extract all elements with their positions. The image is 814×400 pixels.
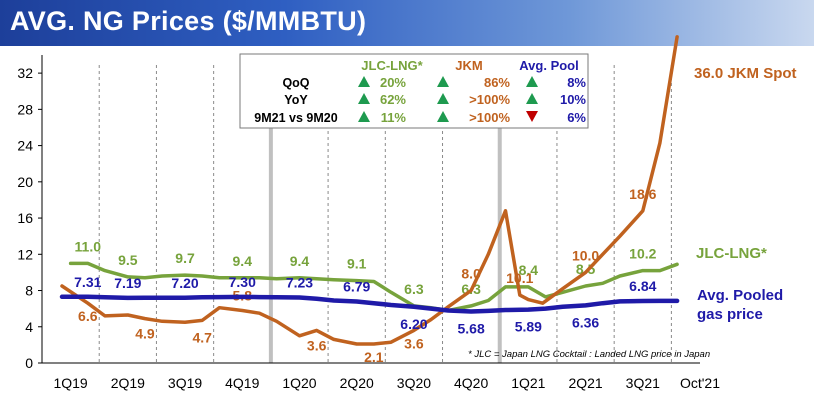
data-label-jkm: 4.7 [192, 329, 212, 345]
page-title: AVG. NG Prices ($/MMBTU) [10, 6, 367, 36]
x-tick-label: 3Q19 [168, 375, 202, 391]
y-tick-label: 4 [25, 319, 33, 335]
data-label-jlc: 11.0 [75, 238, 102, 254]
up-arrow-icon [526, 76, 538, 87]
data-label-jkm: 18.6 [629, 186, 656, 202]
table-row-label: 9M21 vs 9M20 [254, 111, 337, 125]
data-label-jkm: 6.6 [78, 308, 98, 324]
data-label-pool: 6.36 [572, 314, 599, 330]
y-tick-label: 20 [17, 174, 33, 190]
pool-end-label: Avg. Pooled [697, 287, 783, 304]
up-arrow-icon [437, 93, 449, 104]
y-tick-label: 24 [17, 138, 33, 154]
data-label-pool: 7.20 [171, 275, 198, 291]
data-label-pool: 7.19 [114, 275, 141, 291]
x-tick-label: 1Q19 [53, 375, 87, 391]
data-label-jlc: 9.4 [233, 253, 253, 269]
y-tick-label: 12 [17, 246, 33, 262]
data-label-jkm: 3.6 [307, 337, 327, 353]
up-arrow-icon [437, 76, 449, 87]
data-label-jlc: 9.7 [175, 250, 195, 266]
x-tick-label: 2Q19 [111, 375, 145, 391]
x-tick-label: 1Q21 [511, 375, 545, 391]
data-label-jkm: 8.0 [461, 266, 481, 282]
y-tick-label: 8 [25, 283, 33, 299]
data-label-jkm: 2.1 [364, 349, 384, 365]
x-tick-label: 3Q20 [397, 375, 431, 391]
data-label-pool: 5.89 [515, 319, 542, 335]
data-label-jkm: 10.0 [572, 247, 599, 263]
title-banner: AVG. NG Prices ($/MMBTU) [0, 0, 814, 46]
up-arrow-icon [437, 111, 449, 122]
table-value-pool: 10% [560, 92, 586, 107]
data-label-jlc: 9.1 [347, 256, 367, 272]
down-arrow-icon [526, 111, 538, 122]
data-label-jlc: 9.4 [290, 253, 310, 269]
data-label-jlc: 6.3 [404, 281, 424, 297]
data-label-jkm: 4.9 [135, 326, 155, 342]
jkm-end-label: 36.0 JKM Spot [694, 65, 797, 82]
pool-end-label: gas price [697, 306, 763, 323]
table-value-jkm: 86% [484, 75, 510, 90]
up-arrow-icon [358, 93, 370, 104]
x-tick-label: Oct'21 [680, 375, 720, 391]
series-line-jkm [60, 35, 679, 346]
x-tick-label: 3Q21 [626, 375, 660, 391]
data-label-pool: 6.20 [400, 316, 427, 332]
table-row-label: YoY [284, 93, 308, 107]
table-header: Avg. Pool [519, 58, 578, 73]
table-value-jkm: >100% [469, 92, 510, 107]
table-value-jlc: 11% [381, 110, 407, 125]
up-arrow-icon [358, 111, 370, 122]
x-tick-label: 2Q20 [340, 375, 374, 391]
y-tick-label: 32 [17, 65, 33, 81]
data-label-pool: 7.31 [74, 274, 101, 290]
data-label-pool: 5.68 [458, 321, 485, 337]
table-value-pool: 8% [567, 75, 586, 90]
up-arrow-icon [358, 76, 370, 87]
y-tick-label: 0 [25, 355, 33, 371]
data-label-pool: 7.30 [229, 274, 256, 290]
jlc-end-label: JLC-LNG* [696, 245, 767, 262]
data-label-jkm: 10.1 [506, 270, 533, 286]
y-tick-label: 28 [17, 101, 33, 117]
table-header: JKM [455, 58, 482, 73]
table-value-jlc: 62% [380, 92, 406, 107]
series-line-pool [59, 294, 680, 314]
data-label-pool: 7.23 [286, 275, 313, 291]
table-header: JLC-LNG* [361, 58, 423, 73]
table-row-label: QoQ [282, 76, 309, 90]
x-tick-label: 1Q20 [282, 375, 316, 391]
table-value-jlc: 20% [380, 75, 406, 90]
data-label-pool: 6.84 [629, 278, 656, 294]
x-tick-label: 4Q20 [454, 375, 488, 391]
y-tick-label: 16 [17, 210, 33, 226]
x-tick-label: 4Q19 [225, 375, 259, 391]
table-value-pool: 6% [567, 110, 586, 125]
data-label-jlc: 8.4 [519, 262, 539, 278]
footnote: * JLC = Japan LNG Cocktail : Landed LNG … [468, 349, 710, 360]
series-line-jlc [68, 261, 679, 313]
data-label-jkm: 3.6 [404, 335, 424, 351]
x-tick-label: 2Q21 [568, 375, 602, 391]
data-label-jlc: 10.2 [629, 246, 656, 262]
data-label-pool: 6.79 [343, 278, 370, 294]
data-label-jlc: 9.5 [118, 252, 138, 268]
up-arrow-icon [526, 93, 538, 104]
table-value-jkm: >100% [469, 110, 510, 125]
